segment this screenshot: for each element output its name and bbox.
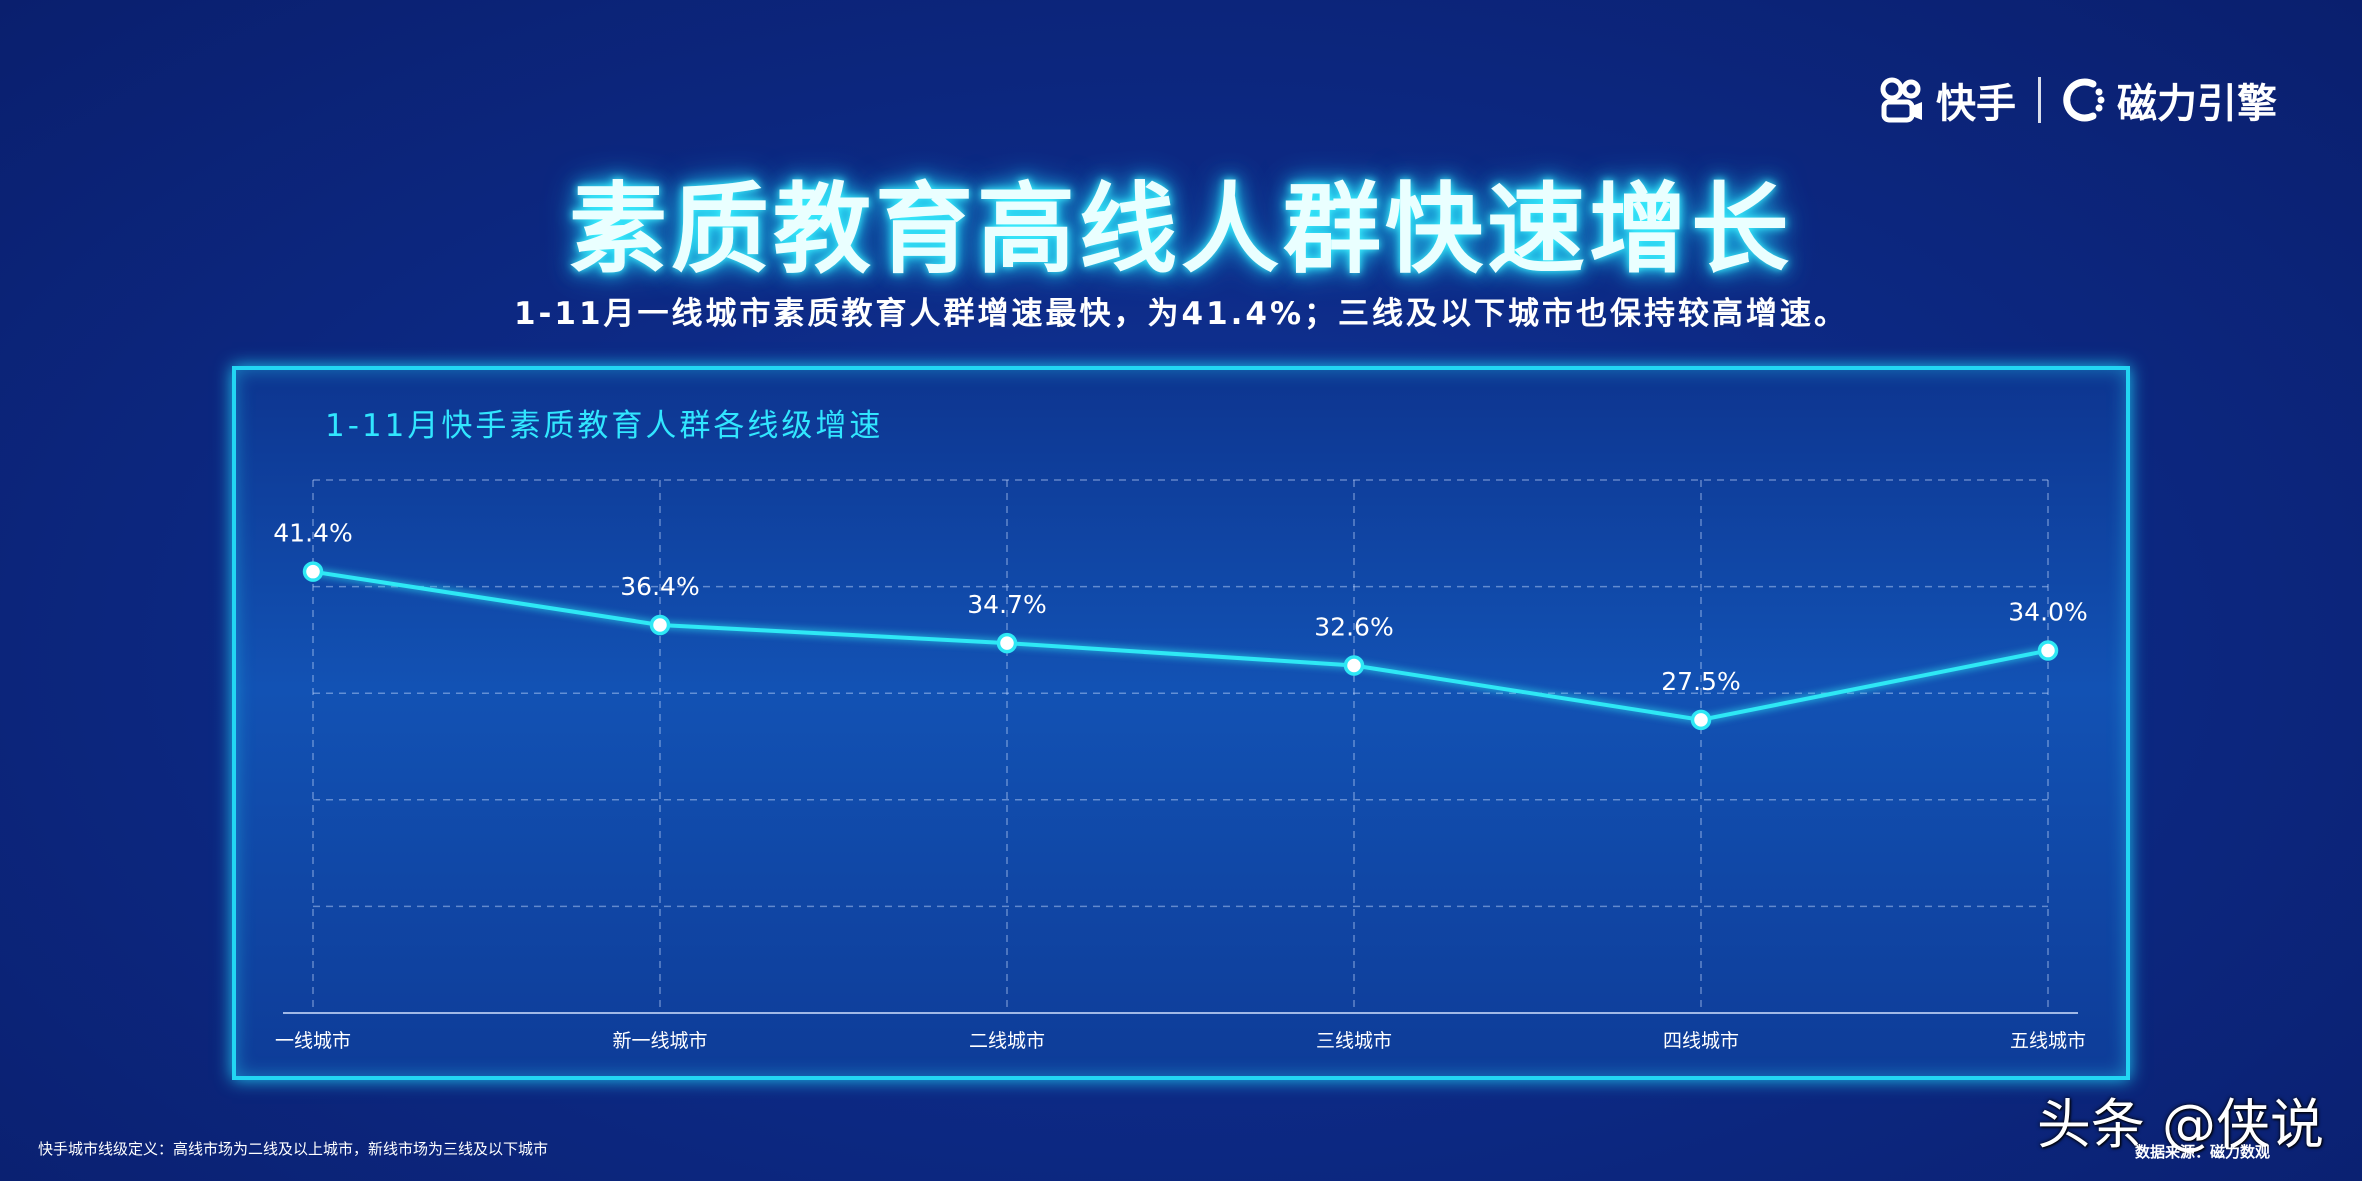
footnote: 快手城市线级定义：高线市场为二线及以上城市，新线市场为三线及以下城市 bbox=[38, 1140, 549, 1158]
data-source: 数据来源：磁力数观 bbox=[2134, 1143, 2270, 1161]
kuaishou-name: 快手 bbox=[1936, 81, 2016, 127]
data-label: 34.7% bbox=[967, 590, 1046, 619]
data-label: 36.4% bbox=[620, 572, 699, 601]
x-tick-label: 二线城市 bbox=[969, 1030, 1045, 1052]
data-label: 34.0% bbox=[2008, 598, 2087, 627]
cili-icon bbox=[2063, 78, 2105, 122]
kuaishou-icon bbox=[1880, 77, 1922, 123]
chart-title: 1-11月快手素质教育人群各线级增速 bbox=[325, 408, 884, 444]
series-line bbox=[312, 569, 2049, 722]
page-subtitle: 1-11月一线城市素质教育人群增速最快，为41.4%；三线及以下城市也保持较高增… bbox=[513, 296, 1849, 332]
kuaishou-logo: 快手 bbox=[1878, 71, 2016, 129]
data-point bbox=[649, 614, 671, 636]
data-point bbox=[302, 561, 324, 582]
x-tick-label: 一线城市 bbox=[275, 1030, 351, 1052]
page-title: 素质教育高线人群快速增长 bbox=[568, 173, 1793, 287]
x-tick-label: 五线城市 bbox=[2010, 1030, 2086, 1052]
cili-name: 磁力引擎 bbox=[2117, 81, 2277, 127]
data-label: 32.6% bbox=[1314, 612, 1393, 641]
data-point bbox=[1690, 709, 1712, 731]
x-tick-label: 新一线城市 bbox=[612, 1030, 707, 1052]
x-tick-label: 三线城市 bbox=[1316, 1030, 1392, 1052]
cili-logo: 磁力引擎 bbox=[2063, 71, 2277, 129]
logo-divider bbox=[2038, 77, 2041, 123]
x-tick-label: 四线城市 bbox=[1663, 1030, 1739, 1052]
data-point bbox=[1343, 655, 1365, 676]
data-label: 41.4% bbox=[273, 519, 352, 548]
data-point bbox=[996, 632, 1018, 654]
brand-logos: 快手 磁力引擎 bbox=[1878, 70, 2277, 130]
watermark: 头条 @侠说 bbox=[2036, 1093, 2324, 1156]
chart-panel bbox=[232, 366, 2130, 1080]
data-point bbox=[2037, 640, 2059, 661]
data-label: 27.5% bbox=[1661, 667, 1740, 696]
